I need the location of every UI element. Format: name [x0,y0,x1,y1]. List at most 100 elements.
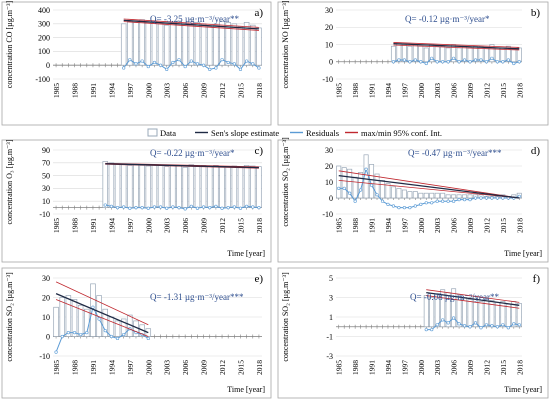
data-bar [407,45,413,63]
y-axis-label: concentration CO [µg.m⁻³] [5,0,14,88]
residual-point [391,60,396,64]
residual-point [134,62,138,66]
y-tick-label: 200 [38,33,50,42]
residual-point [97,317,101,321]
x-tick-label: 2012 [218,218,227,233]
data-bar [139,165,145,208]
x-tick-label: 1994 [107,83,116,98]
residual-point [413,58,417,62]
data-bar [200,23,207,66]
residual-point [512,322,516,326]
residual-point [85,331,89,335]
residual-point [226,206,230,210]
residual-point [495,325,499,329]
x-tick-label: 2000 [144,83,153,98]
trend-annotation: Q= -0.08 µg·m⁻³/year** [410,292,499,302]
data-bar [231,23,238,66]
residual-point [391,204,396,208]
panel-border [277,139,549,263]
x-tick-label: 2003 [163,83,172,98]
residual-point [109,204,113,208]
x-tick-label: 1988 [71,360,80,375]
residual-point [501,60,505,64]
x-tick-label: 2003 [433,218,442,233]
x-tick-label: 2003 [163,360,172,375]
residual-point [452,316,456,320]
residual-point [165,206,169,210]
residual-point [435,199,439,203]
legend: Data Sen's slope estimate Residuals max/… [147,128,442,138]
residual-point [402,58,406,62]
y-tick-label: 100 [38,47,50,56]
residual-point [375,193,379,197]
x-tick-label: 1991 [368,83,377,98]
x-tick-label: 1988 [351,360,360,375]
data-bar [237,26,244,66]
residual-point [506,326,510,330]
sen-slope-line [123,19,259,30]
residual-point [484,323,489,327]
data-bar [418,192,424,199]
residual-point [479,196,483,200]
residual-point [103,329,107,333]
data-bar [429,192,435,199]
x-tick-label: 1997 [126,218,135,233]
y-tick-label: 90 [42,146,50,155]
residual-point [171,60,175,65]
data-bar [182,23,188,66]
x-axis-label: Time [year] [227,385,265,394]
data-bar [380,180,385,199]
data-bar [489,44,495,63]
conf-upper-line [426,289,520,303]
residual-point [397,58,401,62]
residual-point [195,206,200,210]
x-tick-label: 2009 [466,360,475,375]
y-tick-label: 0 [329,194,333,203]
residuals-line [338,167,520,209]
residual-point [419,60,423,64]
x-tick-label: 1988 [351,218,360,233]
y-tick-label: 20 [325,23,333,32]
residual-point [457,322,461,326]
residual-point [183,207,187,211]
x-tick-label: 1997 [400,218,409,233]
x-tick-label: 1985 [335,83,344,98]
trend-annotation: Q= -0.12 µg·m⁻³/year* [405,14,490,24]
panel-label: b) [531,7,541,19]
y-tick-label: -100 [35,75,50,84]
data-bar [102,161,108,208]
residual-point [208,206,212,210]
data-bar [494,47,500,63]
data-bar [163,24,170,66]
residual-point [468,325,472,329]
residual-point [495,60,499,64]
chart-panel-5: -10 0 10 20 30 1985 1988 1991 1994 1997 2000 2003 20… [1,267,272,399]
trend-annotation: Q= -0.22 µg·m⁻³/year* [150,148,235,158]
data-bar [467,194,473,199]
residual-point [473,58,478,62]
x-tick-label: 2015 [236,83,245,98]
y-tick-label: 10 [42,313,50,322]
data-bar [401,189,407,199]
residual-point [238,67,243,71]
data-bar [429,297,435,328]
x-tick-label: 1985 [52,360,61,375]
data-bar [243,165,250,208]
residual-point [402,206,406,210]
residual-point [435,60,439,64]
data-bar [440,45,446,63]
residual-point [251,62,255,66]
y-tick-label: 400 [38,6,50,15]
residual-point [424,201,428,205]
data-bar [194,22,201,66]
y-tick-label: 70 [42,159,50,168]
conf-lower-line [426,295,520,309]
residual-point [364,167,368,171]
data-bar [219,166,225,208]
data-bar [451,288,457,328]
residual-point [72,331,77,335]
data-bar [374,173,380,199]
data-bar [396,188,402,199]
legend-data-swatch [147,128,158,137]
x-tick-label: 1985 [335,218,344,233]
